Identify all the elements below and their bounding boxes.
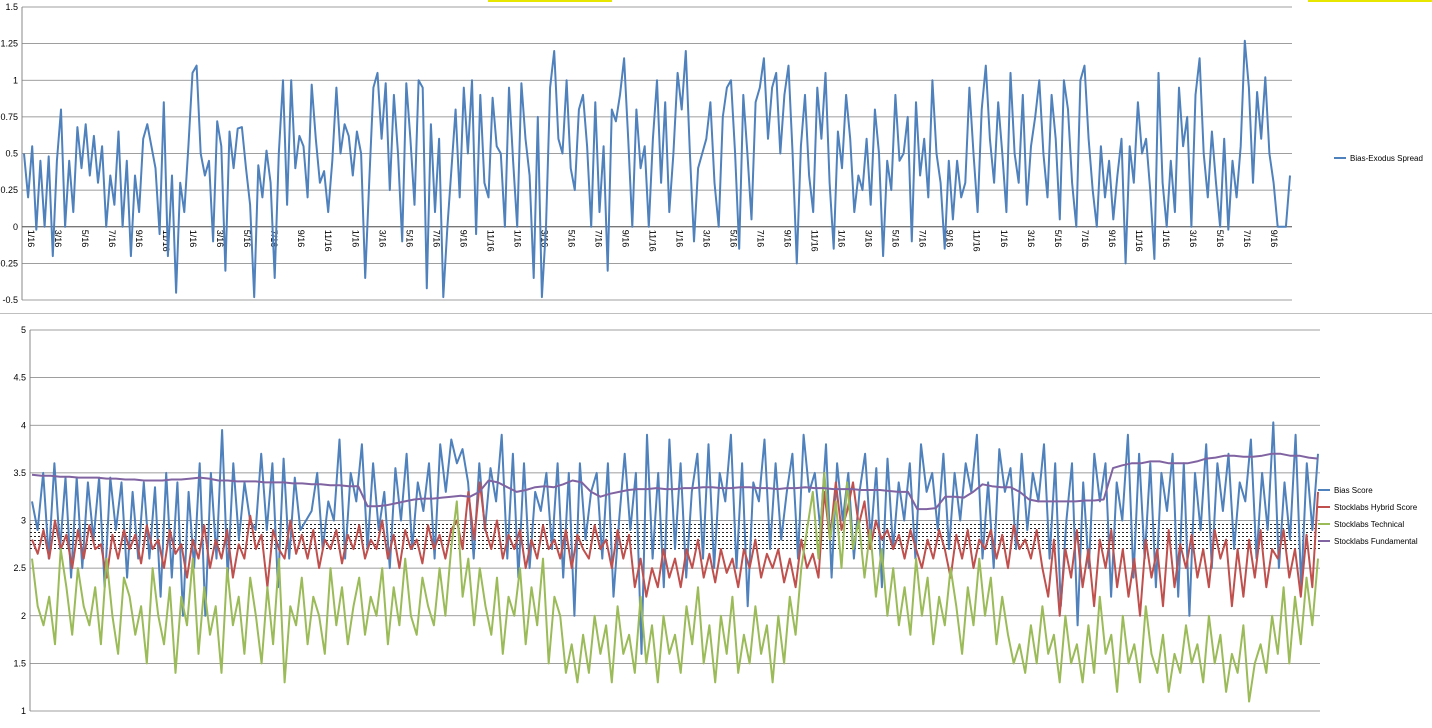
chart1-x-tick-label: 1/16	[512, 230, 522, 248]
chart2-y-tick-label: 1	[21, 706, 26, 716]
chart2-y-tick-label: 2	[21, 611, 26, 621]
chart1-x-tick-label: 7/16	[431, 230, 441, 248]
chart1-x-tick-label: 5/16	[729, 230, 739, 248]
chart2-legend-label-2: Stocklabs Technical	[1334, 520, 1404, 529]
chart2-legend: Bias Score Stocklabs Hybrid Score Stocklab…	[1318, 486, 1418, 546]
chart1-x-axis-ticks: 1/16 3/16 5/16 7/16 9/16 11/16 1/16 3/16 5/16 7/1…	[22, 226, 1292, 252]
chart2-y-tick-label: 2.5	[13, 563, 26, 573]
chart1-x-tick-label: 3/16	[702, 230, 712, 248]
chart1-legend-label-0: Bias-Exodus Spread	[1350, 154, 1423, 163]
chart1-x-tick-label: 3/16	[1026, 230, 1036, 248]
chart1-y-tick-label: -0.25	[0, 258, 18, 268]
chart1-x-tick-label: 11/16	[810, 230, 820, 252]
chart1-x-tick-label: 5/16	[242, 230, 252, 248]
chart1-x-tick-label: 9/16	[458, 230, 468, 248]
chart1-x-tick-label: 7/16	[918, 230, 928, 248]
chart1-x-tick-label: 5/16	[80, 230, 90, 248]
chart1-x-tick-label: 9/16	[621, 230, 631, 248]
chart1-x-tick-label: 3/16	[215, 230, 225, 248]
chart1-y-tick-label: 1.5	[5, 2, 18, 12]
chart1-y-tick-label: 0.75	[0, 112, 18, 122]
chart1-y-tick-label: 0	[13, 222, 18, 232]
chart2-series-line-0	[31, 421, 1319, 655]
chart1-x-tick-label: 5/16	[891, 230, 901, 248]
chart2-y-tick-label: 3.5	[13, 468, 26, 478]
chart1-x-tick-label: 11/16	[485, 230, 495, 252]
chart2-y-axis-ticks: 5 4.5 4 3.5 3 2.5 2 1.5 1	[13, 325, 26, 716]
chart1-x-tick-label: 7/16	[1242, 230, 1252, 248]
chart1-x-tick-label: 5/16	[566, 230, 576, 248]
chart1-y-tick-label: 1.25	[0, 39, 18, 49]
chart1-x-tick-label: 11/16	[972, 230, 982, 252]
chart1-x-tick-label: 7/16	[756, 230, 766, 248]
top-highlight-mark-2	[1308, 0, 1432, 2]
chart2-legend-label-3: Stocklabs Fundamental	[1334, 537, 1418, 546]
bias-exodus-spread-chart: 1.5 1.25 1 0.75 0.5 0.25 0 -0.25 -0.5 1/16 3/16 5/…	[0, 2, 1423, 305]
chart2-y-tick-label: 3	[21, 516, 26, 526]
chart1-x-tick-label: 3/16	[1188, 230, 1198, 248]
chart1-x-tick-label: 1/16	[675, 230, 685, 248]
chart1-x-tick-label: 3/16	[864, 230, 874, 248]
chart2-series-line-1	[31, 481, 1319, 617]
chart1-x-tick-label: 1/16	[999, 230, 1009, 248]
chart1-x-tick-label: 9/16	[296, 230, 306, 248]
chart1-x-tick-label: 1/16	[837, 230, 847, 248]
chart1-x-tick-label: 11/16	[323, 230, 333, 252]
chart1-x-tick-label: 9/16	[134, 230, 144, 248]
chart1-y-tick-label: 0.5	[5, 149, 18, 159]
chart1-y-axis-ticks: 1.5 1.25 1 0.75 0.5 0.25 0 -0.25 -0.5	[0, 2, 18, 305]
chart1-x-tick-label: 1/16	[188, 230, 198, 248]
chart2-legend-label-1: Stocklabs Hybrid Score	[1334, 503, 1418, 512]
chart2-series-line-3	[31, 452, 1319, 511]
chart1-x-tick-label: 7/16	[269, 230, 279, 248]
chart1-x-tick-label: 9/16	[945, 230, 955, 248]
chart2-y-tick-label: 5	[21, 325, 26, 335]
chart1-x-tick-label: 9/16	[783, 230, 793, 248]
top-highlight-mark-1	[488, 0, 612, 2]
chart1-x-tick-label: 9/16	[1269, 230, 1279, 248]
chart1-x-tick-label: 1/16	[1161, 230, 1171, 248]
chart2-legend-label-0: Bias Score	[1334, 486, 1373, 495]
chart2-y-tick-label: 4.5	[13, 373, 26, 383]
chart1-series	[23, 39, 1291, 299]
chart1-y-tick-label: -0.5	[2, 295, 18, 305]
chart1-y-tick-label: 1	[13, 75, 18, 85]
chart-divider	[0, 313, 1432, 314]
chart1-x-tick-label: 5/16	[1215, 230, 1225, 248]
chart1-x-tick-label: 7/16	[1080, 230, 1090, 248]
chart1-x-tick-label: 3/16	[53, 230, 63, 248]
bias-stocklabs-scores-chart: 5 4.5 4 3.5 3 2.5 2 1.5 1 Bias Score Stocklabs Hy…	[13, 325, 1418, 716]
chart2-series-line-2	[31, 471, 1319, 703]
chart2-y-tick-label: 4	[21, 420, 26, 430]
chart1-x-tick-label: 1/16	[26, 230, 36, 248]
chart1-y-tick-label: 0.25	[0, 185, 18, 195]
chart1-x-tick-label: 5/16	[404, 230, 414, 248]
chart1-x-tick-label: 7/16	[593, 230, 603, 248]
chart1-x-tick-label: 11/16	[648, 230, 658, 252]
chart1-x-tick-label: 11/16	[161, 230, 171, 252]
chart1-x-tick-label: 1/16	[350, 230, 360, 248]
chart1-legend: Bias-Exodus Spread	[1334, 154, 1423, 163]
chart1-x-tick-label: 3/16	[377, 230, 387, 248]
chart1-x-tick-label: 5/16	[1053, 230, 1063, 248]
chart1-series-line-0	[23, 39, 1291, 299]
chart1-x-tick-label: 9/16	[1107, 230, 1117, 248]
chart2-series	[31, 421, 1319, 703]
chart1-x-tick-label: 11/16	[1134, 230, 1144, 252]
chart1-x-tick-label: 7/16	[107, 230, 117, 248]
chart2-y-tick-label: 1.5	[13, 658, 26, 668]
